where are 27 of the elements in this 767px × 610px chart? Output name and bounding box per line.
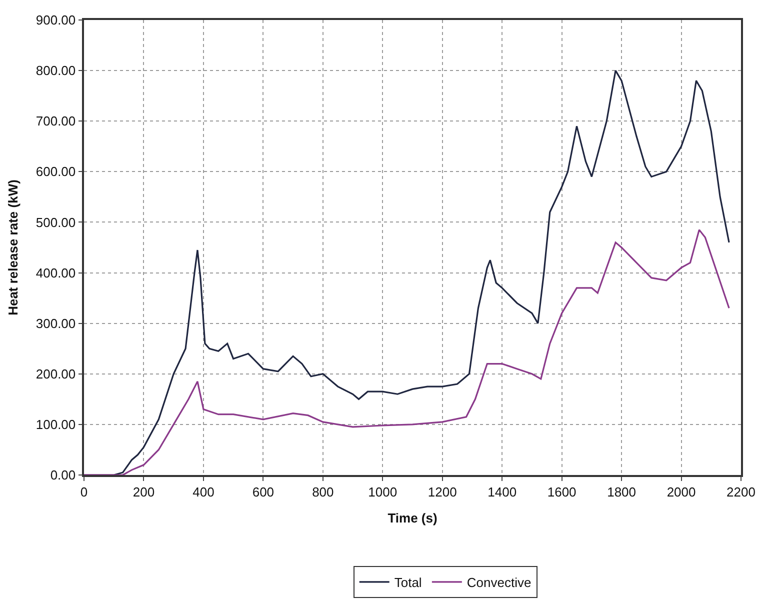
y-tick-label: 800.00 xyxy=(36,63,76,78)
y-tick-label: 300.00 xyxy=(36,316,76,331)
y-axis-title: Heat release rate (kW) xyxy=(5,180,20,316)
y-tick-label: 900.00 xyxy=(36,12,76,28)
x-tick-label: 200 xyxy=(132,484,155,500)
y-tick-label: 0.00 xyxy=(50,468,76,483)
x-tick-label: 1200 xyxy=(428,484,457,500)
y-tick-label: 200.00 xyxy=(36,366,76,382)
x-tick-label: 1600 xyxy=(547,484,576,500)
x-tick-label: 1800 xyxy=(607,484,636,500)
x-tick-label: 2200 xyxy=(726,484,756,500)
x-tick-label: 800 xyxy=(312,484,334,500)
y-tick-label: 600.00 xyxy=(36,164,76,180)
x-tick-label: 1400 xyxy=(488,484,517,500)
y-tick-label: 100.00 xyxy=(36,416,76,432)
x-tick-label: 600 xyxy=(252,484,274,500)
y-tick-label: 400.00 xyxy=(36,265,76,280)
x-axis-title: Time (s) xyxy=(388,510,438,526)
legend-label: Convective xyxy=(466,575,532,590)
line-series xyxy=(84,229,730,475)
x-tick-label: 2000 xyxy=(666,484,696,500)
y-tick-label: 500.00 xyxy=(36,214,76,230)
x-tick-label: 1000 xyxy=(368,484,398,500)
x-tick-label: 0 xyxy=(80,484,88,500)
y-tick-label: 700.00 xyxy=(36,114,76,129)
x-tick-label: 400 xyxy=(192,484,214,500)
legend-label: Total xyxy=(394,575,422,590)
